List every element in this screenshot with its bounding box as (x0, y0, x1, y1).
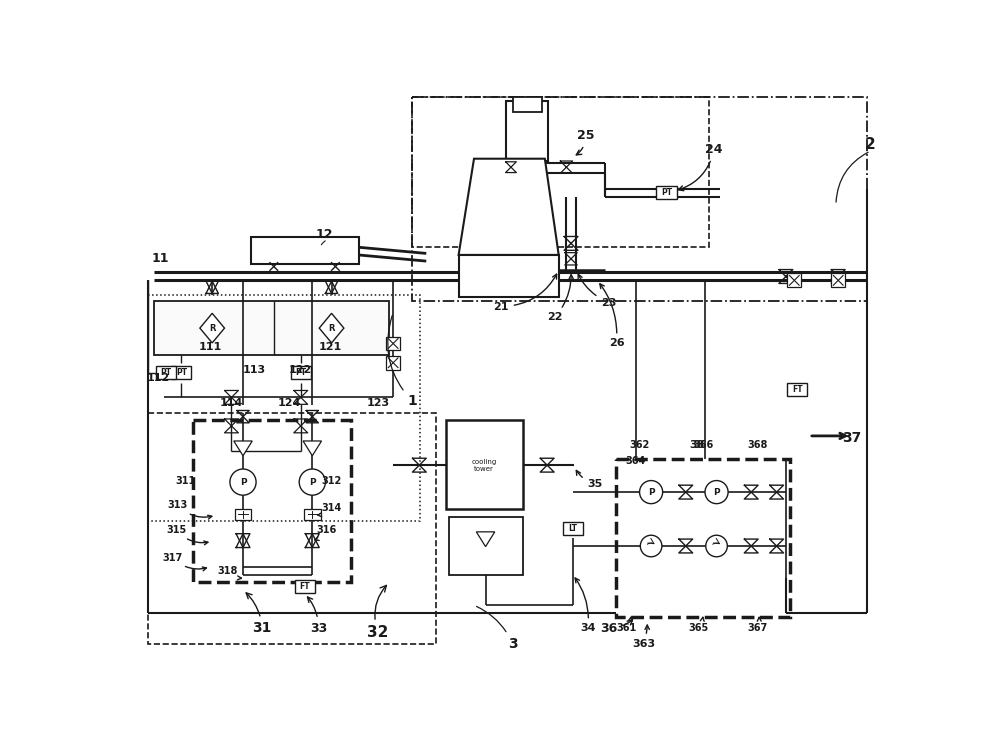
Bar (563, 522, 583, 535)
Text: 364: 364 (626, 456, 646, 466)
Bar (446, 420, 523, 509)
Circle shape (299, 469, 325, 495)
Circle shape (230, 469, 256, 495)
Bar (386, 337, 400, 350)
Text: 113: 113 (243, 366, 266, 375)
Bar (291, 367, 311, 379)
Text: LT: LT (568, 524, 577, 533)
Bar (156, 367, 176, 379)
Text: 112: 112 (147, 373, 170, 383)
Bar (506, 101, 548, 161)
Text: 114: 114 (220, 398, 243, 408)
Text: 22: 22 (547, 275, 573, 323)
Text: 314: 314 (318, 503, 342, 517)
Text: P: P (648, 488, 654, 497)
Polygon shape (319, 314, 344, 343)
Bar (386, 356, 400, 370)
Text: 312: 312 (321, 475, 342, 486)
Bar (512, 97, 542, 112)
Polygon shape (303, 441, 322, 456)
Bar (459, 255, 559, 297)
Text: 362: 362 (629, 440, 650, 450)
Text: R: R (328, 323, 335, 332)
Circle shape (706, 535, 727, 557)
Circle shape (640, 535, 662, 557)
Text: 21: 21 (493, 274, 557, 311)
Text: P: P (309, 478, 316, 486)
Text: 26: 26 (600, 284, 624, 349)
Bar (148, 413, 436, 644)
Text: 31: 31 (246, 593, 272, 635)
Text: 316: 316 (315, 524, 336, 540)
Text: 12: 12 (315, 228, 333, 241)
Text: P: P (713, 488, 720, 497)
Text: 311: 311 (175, 475, 195, 486)
Circle shape (705, 481, 728, 504)
Bar (148, 295, 420, 521)
Text: PT: PT (661, 188, 672, 197)
Text: 3: 3 (477, 606, 517, 651)
Text: 24: 24 (678, 143, 723, 191)
Text: 32: 32 (367, 586, 388, 640)
Polygon shape (234, 441, 252, 456)
Bar (295, 580, 315, 592)
Text: 313: 313 (167, 500, 212, 519)
Text: P: P (240, 478, 246, 486)
Text: 34: 34 (575, 578, 596, 633)
Bar (616, 459, 790, 617)
Bar (171, 367, 191, 379)
Text: cooling
tower: cooling tower (471, 459, 497, 472)
Text: 317: 317 (162, 553, 206, 571)
Text: 121: 121 (318, 343, 342, 352)
Text: 35: 35 (576, 470, 603, 489)
Text: 123: 123 (366, 398, 389, 408)
Text: FT: FT (792, 385, 803, 394)
Bar (235, 509, 251, 520)
Text: PT: PT (176, 368, 187, 377)
Text: 111: 111 (199, 343, 222, 352)
Text: 38: 38 (690, 440, 705, 450)
Polygon shape (476, 532, 495, 547)
Text: 2: 2 (865, 137, 876, 152)
Text: 366: 366 (693, 440, 714, 450)
Text: 1: 1 (388, 315, 417, 408)
Text: 23: 23 (578, 274, 616, 308)
Polygon shape (459, 159, 559, 255)
Text: 11: 11 (151, 253, 169, 265)
Bar (787, 383, 807, 396)
Text: 315: 315 (166, 524, 208, 545)
Bar (412, 97, 709, 247)
Text: PT: PT (295, 368, 306, 377)
Bar (787, 273, 801, 288)
Polygon shape (200, 314, 225, 343)
Text: 25: 25 (576, 129, 594, 155)
Text: 363: 363 (632, 625, 655, 649)
Circle shape (640, 481, 663, 504)
Text: 318: 318 (217, 565, 242, 580)
Text: 361: 361 (616, 617, 637, 633)
Bar (154, 301, 389, 355)
Bar (251, 237, 358, 264)
Bar (656, 186, 677, 199)
Text: FT: FT (299, 582, 310, 591)
Text: R: R (209, 323, 215, 332)
Bar (831, 273, 845, 288)
Text: 37: 37 (842, 431, 861, 446)
Text: 122: 122 (289, 366, 312, 375)
Text: 368: 368 (747, 440, 768, 450)
Text: PT: PT (160, 368, 172, 377)
Text: 367: 367 (747, 617, 767, 633)
Bar (193, 420, 351, 582)
Text: 365: 365 (689, 617, 709, 633)
Bar (304, 509, 321, 520)
Bar (412, 97, 867, 301)
Text: 33: 33 (307, 597, 327, 635)
Text: 124: 124 (278, 398, 301, 408)
Text: 36: 36 (600, 620, 633, 635)
Bar (449, 517, 523, 574)
